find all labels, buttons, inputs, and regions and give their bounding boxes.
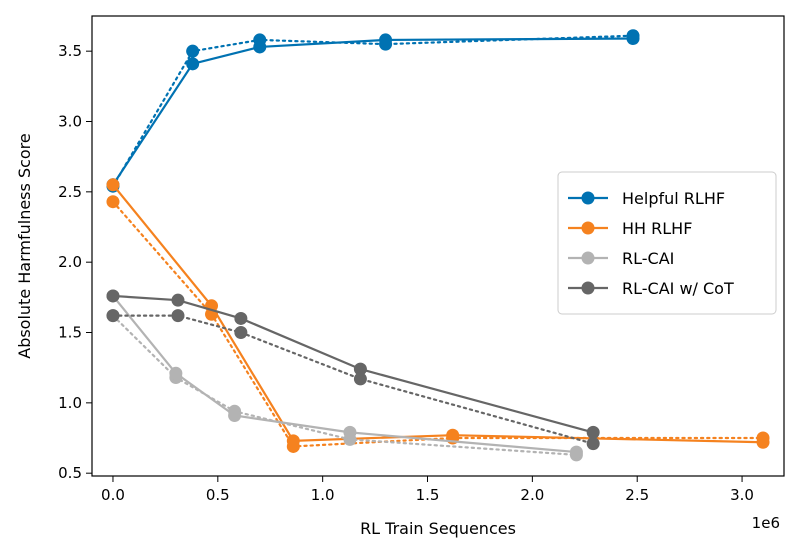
y-tick-label: 0.5 [58, 464, 82, 482]
plot-frame [91, 15, 785, 477]
solid-data-point [569, 445, 583, 459]
y-tick-label: 1.0 [58, 394, 82, 412]
dotted-data-point [171, 309, 185, 323]
x-tick-label: 1.0 [311, 486, 335, 504]
series-rl-cai-w-cot [106, 289, 600, 451]
dotted-data-point [186, 44, 200, 58]
legend-item: RL-CAI [568, 249, 674, 268]
solid-data-point [379, 33, 393, 47]
y-tick-label: 3.0 [58, 113, 82, 131]
solid-data-point [286, 434, 300, 448]
dotted-data-point [106, 309, 120, 323]
solid-data-point [253, 40, 267, 54]
dotted-data-point [106, 195, 120, 209]
x-tick-label: 1.5 [416, 486, 440, 504]
dotted-data-point [586, 437, 600, 451]
legend-swatch-marker [581, 251, 595, 265]
solid-data-point [353, 362, 367, 376]
x-tick-label: 0.0 [101, 486, 125, 504]
solid-data-point [756, 435, 770, 449]
x-axis: 0.0 0.5 1.0 1.5 2.0 2.5 3.0 [101, 476, 754, 504]
legend-label: HH RLHF [622, 219, 692, 238]
solid-data-point [186, 57, 200, 71]
x-tick-label: 2.0 [520, 486, 544, 504]
legend-item: RL-CAI w/ CoT [568, 279, 734, 298]
solid-data-point [343, 425, 357, 439]
x-axis-label: RL Train Sequences [360, 519, 516, 538]
legend-label: Helpful RLHF [622, 189, 725, 208]
x-tick-label: 0.5 [206, 486, 230, 504]
solid-data-point [586, 425, 600, 439]
legend-box [557, 171, 777, 315]
series-hh-rlhf [106, 178, 770, 453]
y-axis-label: Absolute Harmfulness Score [15, 133, 34, 359]
legend-label: RL-CAI [622, 249, 674, 268]
solid-data-point [228, 409, 242, 423]
dotted-data-point [234, 326, 248, 340]
legend-item: Helpful RLHF [568, 189, 725, 208]
y-tick-label: 2.5 [58, 183, 82, 201]
solid-data-point [626, 32, 640, 46]
x-offset-label: 1e6 [752, 514, 780, 532]
solid-data-point [171, 293, 185, 307]
solid-data-point [446, 428, 460, 442]
legend-swatch-marker [581, 191, 595, 205]
legend-item: HH RLHF [568, 219, 692, 238]
dotted-data-point [353, 372, 367, 386]
legend-swatch-marker [581, 221, 595, 235]
solid-data-point [106, 289, 120, 303]
x-tick-label: 2.5 [625, 486, 649, 504]
solid-data-point [169, 366, 183, 380]
y-tick-label: 2.0 [58, 253, 82, 271]
legend: Helpful RLHF HH RLHF RL-CAI RL-CAI w/ CoT [557, 171, 777, 315]
series-layer [106, 29, 770, 462]
y-tick-label: 3.5 [58, 42, 82, 60]
x-tick-label: 3.0 [730, 486, 754, 504]
legend-label: RL-CAI w/ CoT [622, 279, 734, 298]
legend-swatch-marker [581, 281, 595, 295]
solid-data-point [234, 311, 248, 325]
y-tick-label: 1.5 [58, 324, 82, 342]
y-axis: 0.5 1.0 1.5 2.0 2.5 3.0 3.5 [58, 42, 92, 482]
solid-data-point [106, 178, 120, 192]
